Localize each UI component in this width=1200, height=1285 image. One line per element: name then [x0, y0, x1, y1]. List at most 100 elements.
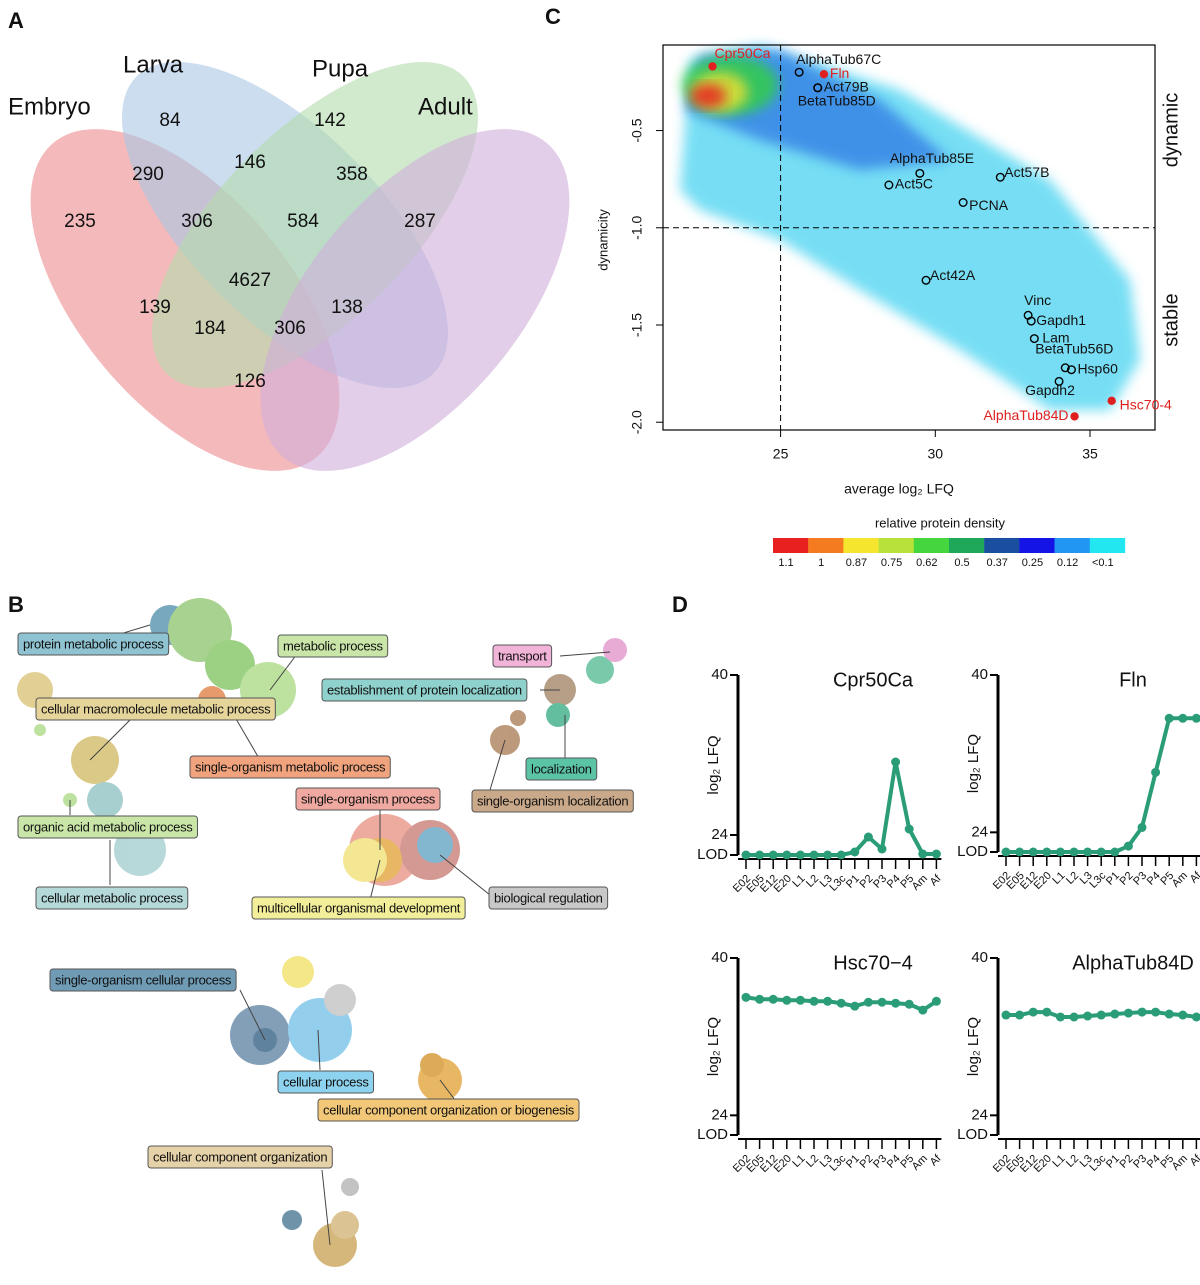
y-tick-label: 24 [711, 1106, 728, 1123]
data-point [1123, 841, 1133, 851]
point-label: AlphaTub85E [890, 150, 974, 166]
point-label: Act42A [930, 267, 976, 283]
y-tick-label: -2.0 [629, 410, 645, 434]
x-tick-label: 35 [1082, 446, 1098, 462]
region-count: 358 [336, 164, 368, 185]
data-point [823, 850, 833, 860]
chart-title: Fln [1119, 669, 1147, 691]
x-tick-label: Af [1188, 1152, 1200, 1169]
highlight-point [1054, 376, 1064, 386]
bubble [417, 827, 453, 863]
region-count: 306 [274, 318, 306, 339]
series-line [746, 760, 937, 857]
bubble [420, 1053, 444, 1077]
data-point [1028, 847, 1038, 857]
colorbar-label: 0.5 [954, 557, 969, 569]
colorbar-cell [878, 538, 914, 553]
region-count: 84 [159, 110, 181, 131]
colorbar-cell [1089, 538, 1126, 553]
data-point [850, 1001, 860, 1011]
label-box [17, 815, 198, 839]
colorbar-label: 0.87 [846, 557, 867, 569]
label-box [277, 1070, 375, 1094]
y-axis-label: log₂ LFQ [705, 735, 722, 794]
colorbar-label: 0.75 [881, 557, 902, 569]
data-point [1069, 847, 1079, 857]
y-tick-label: 24 [711, 826, 728, 843]
region-count: 184 [194, 318, 226, 339]
label-box [251, 896, 466, 920]
region-count: 235 [64, 211, 96, 232]
colorbar-cell [843, 538, 879, 553]
data-point [1164, 713, 1174, 723]
point-label: Act57B [1004, 164, 1049, 180]
point-label: Fln [830, 65, 849, 81]
point-label: Act5C [895, 176, 933, 192]
term-label: multicellular organismal development [257, 900, 461, 915]
y-tick-label: 40 [971, 666, 988, 683]
data-point [1137, 1007, 1147, 1017]
highlight-point [1026, 316, 1036, 326]
data-point [931, 849, 941, 859]
term-label: single-organism cellular process [55, 972, 232, 987]
highlight-point [813, 83, 823, 93]
point-label: Act79B [824, 78, 869, 94]
label-box [35, 697, 276, 721]
label-box [471, 789, 634, 813]
data-point [1042, 1007, 1052, 1017]
point-label: AlphaTub67C [796, 51, 881, 67]
chart-title: Hsc70−4 [833, 952, 913, 974]
data-point [836, 998, 846, 1008]
data-point [1096, 847, 1106, 857]
data-point [809, 850, 819, 860]
point-label: Cpr50Ca [715, 45, 771, 61]
colorbar-cell [1054, 538, 1090, 553]
leader-line [239, 989, 266, 1041]
highlight-point [958, 197, 968, 207]
term-label: cellular process [283, 1074, 369, 1089]
data-point [795, 850, 805, 860]
bubble [603, 638, 627, 662]
panel-letter: C [545, 4, 561, 29]
data-point [1015, 1010, 1025, 1020]
leader-line [489, 739, 506, 791]
data-point [1123, 1008, 1133, 1018]
y-axis-label: log₂ LFQ [965, 734, 982, 793]
data-point [931, 996, 941, 1006]
colorbar-title: relative protein density [875, 515, 1006, 530]
data-point [782, 850, 792, 860]
term-label: cellular component organization [153, 1149, 327, 1164]
term-label: organic acid metabolic process [23, 819, 193, 834]
bubble [324, 984, 356, 1016]
term-label: cellular component organization or bioge… [323, 1102, 575, 1117]
data-point [1178, 713, 1188, 723]
colorbar-cell [1019, 538, 1055, 553]
bubble [87, 782, 123, 818]
y-axis-label: log₂ LFQ [705, 1017, 722, 1076]
x-tick-label: Af [928, 872, 945, 889]
data-point [1164, 1009, 1174, 1019]
highlight-point [819, 69, 829, 79]
data-point [1001, 1010, 1011, 1020]
x-tick-label: Am [1170, 870, 1190, 890]
label-box [35, 886, 189, 910]
highlight-point [915, 168, 925, 178]
term-label: metabolic process [283, 638, 383, 653]
data-point [1096, 1010, 1106, 1020]
venn-panel: Embryo Larva Pupa Adult 235 84 142 287 290 146 358… [8, 51, 570, 471]
point-label: Vinc [1024, 292, 1051, 308]
data-point [755, 994, 765, 1004]
label-box [488, 886, 609, 910]
region-count: 146 [234, 152, 266, 173]
term-label: single-organism process [301, 791, 436, 806]
x-tick-label: Am [910, 1153, 930, 1173]
colorbar-label: 0.12 [1057, 557, 1078, 569]
chart-title: Cpr50Ca [833, 669, 914, 691]
leader-line [559, 651, 611, 657]
x-tick-label: Af [928, 1152, 945, 1169]
y-tick-label: -1.0 [629, 216, 645, 240]
data-point [1110, 847, 1120, 857]
y-tick-label: -0.5 [629, 118, 645, 142]
region-label: stable [1160, 293, 1182, 346]
data-point [1042, 847, 1052, 857]
